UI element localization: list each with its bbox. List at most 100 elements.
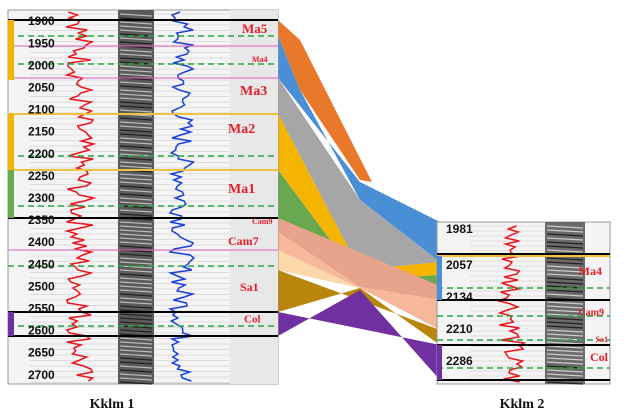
depth-label: 2700 xyxy=(28,368,55,382)
depth-label: 2600 xyxy=(28,324,55,338)
image-texture xyxy=(546,357,584,361)
image-texture xyxy=(546,273,584,277)
depth-label: 2500 xyxy=(28,279,55,293)
correlation-bands xyxy=(278,20,440,380)
depth-label: 2050 xyxy=(28,80,55,94)
image-texture xyxy=(119,85,153,89)
band-cam9 xyxy=(278,218,440,300)
image-texture xyxy=(119,145,153,149)
zone-label: Sa1 xyxy=(596,335,608,344)
zone-label: Cam9 xyxy=(578,307,604,318)
image-texture xyxy=(546,369,584,373)
zone-strip xyxy=(8,170,14,218)
image-texture xyxy=(119,313,153,317)
image-texture xyxy=(119,325,153,329)
image-texture xyxy=(119,281,153,285)
zone-label: Ma4 xyxy=(579,264,602,278)
image-texture xyxy=(119,289,153,293)
image-texture xyxy=(546,225,584,229)
image-texture xyxy=(119,365,153,369)
depth-label: 2286 xyxy=(446,354,473,368)
image-texture xyxy=(119,357,153,361)
depth-label: 2000 xyxy=(28,58,55,72)
depth-label: 2450 xyxy=(28,257,55,271)
image-texture xyxy=(119,221,153,225)
image-texture xyxy=(546,241,584,245)
well-name: Kklm 2 xyxy=(500,397,545,412)
image-texture xyxy=(119,305,153,309)
image-texture xyxy=(119,373,153,377)
image-texture xyxy=(119,361,153,365)
image-texture xyxy=(546,289,584,293)
image-texture xyxy=(119,133,153,137)
zone-label: Cam7 xyxy=(228,234,259,248)
image-texture xyxy=(119,265,153,269)
image-texture xyxy=(546,341,584,345)
zone-strip xyxy=(437,256,442,300)
zone-strip xyxy=(8,312,14,336)
well-name: Kklm 1 xyxy=(90,397,135,412)
labels: 1900 1950 2000 2050 2100 2150 2200 2250 2300 2350… xyxy=(28,14,609,412)
image-texture xyxy=(119,117,153,121)
depth-label: 2150 xyxy=(28,125,55,139)
zone-label: Col xyxy=(590,350,609,364)
image-texture xyxy=(119,109,153,113)
image-texture xyxy=(546,333,584,337)
image-texture xyxy=(119,125,153,129)
depth-label: 1950 xyxy=(28,36,55,50)
image-texture xyxy=(119,13,153,17)
image-texture xyxy=(546,301,584,305)
depth-label: 2057 xyxy=(446,258,473,272)
image-texture xyxy=(119,321,153,325)
image-texture xyxy=(119,89,153,93)
image-texture xyxy=(119,269,153,273)
image-texture xyxy=(546,233,584,237)
sonic-curve xyxy=(167,11,196,382)
image-texture xyxy=(119,213,153,217)
image-texture xyxy=(546,381,584,385)
image-texture xyxy=(546,249,584,253)
depth-label: 1900 xyxy=(28,14,55,28)
image-texture xyxy=(119,293,153,297)
image-texture xyxy=(546,345,584,349)
image-texture xyxy=(119,37,153,41)
image-texture xyxy=(119,73,153,77)
image-texture xyxy=(119,97,153,101)
image-texture xyxy=(546,349,584,353)
image-texture xyxy=(119,301,153,305)
image-texture xyxy=(119,69,153,73)
image-texture xyxy=(546,329,584,333)
depth-label: 2400 xyxy=(28,235,55,249)
zone-strip xyxy=(8,114,14,170)
image-texture xyxy=(119,193,153,197)
image-texture xyxy=(119,137,153,141)
image-texture xyxy=(119,381,153,385)
image-texture xyxy=(546,373,584,377)
image-texture xyxy=(546,309,584,313)
image-texture xyxy=(119,245,153,249)
image-texture xyxy=(546,257,584,261)
image-texture xyxy=(119,181,153,185)
image-texture xyxy=(119,285,153,289)
band-col xyxy=(278,290,440,380)
image-texture xyxy=(119,161,153,165)
image-texture xyxy=(119,53,153,57)
band-ma3 xyxy=(278,78,440,270)
image-texture xyxy=(119,129,153,133)
image-texture xyxy=(546,325,584,329)
image-texture xyxy=(119,173,153,177)
image-texture xyxy=(119,105,153,109)
depth-label: 2134 xyxy=(446,290,473,304)
image-texture xyxy=(119,237,153,241)
gamma-curve xyxy=(64,11,97,382)
band-ma1 xyxy=(278,170,440,286)
depth-label: 2250 xyxy=(28,169,55,183)
image-texture xyxy=(119,189,153,193)
image-texture xyxy=(119,349,153,353)
well-1-log xyxy=(7,9,279,385)
band-ma5 xyxy=(278,20,372,182)
image-texture xyxy=(119,273,153,277)
zone-label: Ma3 xyxy=(240,84,267,99)
image-texture xyxy=(119,329,153,333)
